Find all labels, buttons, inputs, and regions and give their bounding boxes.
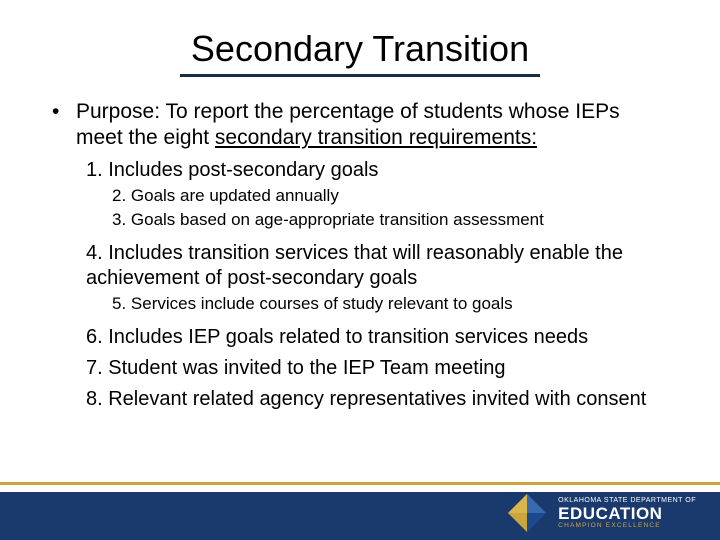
title-underline [180,74,540,77]
logo-line-1: OKLAHOMA STATE DEPARTMENT OF [558,497,696,504]
slide-content: • Purpose: To report the percentage of s… [50,99,670,412]
oklahoma-logo-icon [506,492,548,534]
footer-logo: OKLAHOMA STATE DEPARTMENT OF EDUCATION C… [506,492,696,534]
item-2a: 5. Services include courses of study rel… [112,293,670,315]
item-1: 1. Includes post-secondary goals [86,158,670,183]
footer-logo-text: OKLAHOMA STATE DEPARTMENT OF EDUCATION C… [558,497,696,530]
slide-title: Secondary Transition [50,28,670,70]
item-5: 8. Relevant related agency representativ… [86,387,670,412]
item-3: 6. Includes IEP goals related to transit… [86,325,670,350]
slide-footer: OKLAHOMA STATE DEPARTMENT OF EDUCATION C… [0,482,720,540]
logo-line-2: EDUCATION [558,505,696,522]
item-2: 4. Includes transition services that wil… [86,241,670,291]
item-1b: 3. Goals based on age-appropriate transi… [112,209,670,231]
footer-gold-line [0,482,720,485]
purpose-bullet: • Purpose: To report the percentage of s… [50,99,670,152]
purpose-text: Purpose: To report the percentage of stu… [76,99,670,152]
bullet-icon: • [50,99,76,152]
logo-line-3: CHAMPION EXCELLENCE [558,523,696,530]
item-1a: 2. Goals are updated annually [112,185,670,207]
slide: Secondary Transition • Purpose: To repor… [0,0,720,540]
item-4: 7. Student was invited to the IEP Team m… [86,356,670,381]
purpose-underlined: secondary transition requirements: [215,126,537,149]
